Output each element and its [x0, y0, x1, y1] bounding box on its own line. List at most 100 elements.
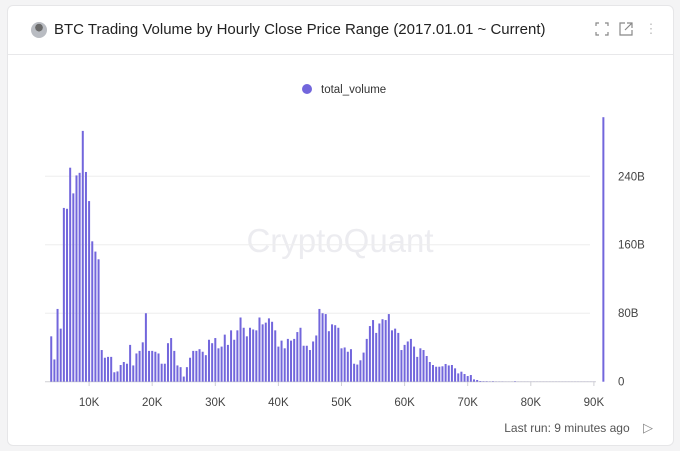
bar[interactable]	[53, 359, 56, 382]
bar[interactable]	[119, 365, 122, 382]
bar[interactable]	[321, 313, 324, 382]
bar[interactable]	[249, 327, 252, 382]
bar[interactable]	[359, 360, 362, 382]
bar[interactable]	[97, 259, 100, 382]
bar[interactable]	[116, 371, 119, 382]
bar[interactable]	[346, 351, 349, 382]
bar[interactable]	[397, 332, 400, 382]
bar[interactable]	[450, 365, 453, 382]
bar[interactable]	[365, 338, 368, 382]
bar[interactable]	[463, 373, 466, 382]
bar[interactable]	[78, 172, 81, 382]
bar[interactable]	[50, 336, 53, 382]
bar[interactable]	[75, 175, 78, 382]
bar[interactable]	[394, 328, 397, 382]
bar[interactable]	[441, 366, 444, 382]
bar[interactable]	[274, 330, 277, 382]
bar[interactable]	[413, 346, 416, 382]
bar[interactable]	[312, 341, 315, 382]
bar[interactable]	[315, 335, 318, 382]
bar[interactable]	[66, 208, 69, 382]
bar[interactable]	[327, 331, 330, 382]
bar[interactable]	[602, 117, 605, 382]
bar[interactable]	[144, 313, 147, 382]
bar[interactable]	[422, 350, 425, 382]
bar[interactable]	[302, 345, 305, 382]
bar[interactable]	[280, 340, 283, 382]
bar[interactable]	[390, 330, 393, 382]
bar[interactable]	[293, 338, 296, 382]
bar[interactable]	[353, 363, 356, 382]
bar[interactable]	[362, 352, 365, 382]
bar[interactable]	[308, 350, 311, 382]
bar[interactable]	[444, 363, 447, 382]
bar[interactable]	[226, 344, 229, 382]
bar[interactable]	[340, 348, 343, 382]
bar[interactable]	[299, 327, 302, 382]
bar[interactable]	[324, 314, 327, 382]
bar[interactable]	[258, 317, 261, 382]
bar[interactable]	[157, 353, 160, 382]
bar[interactable]	[438, 366, 441, 382]
bar[interactable]	[160, 363, 163, 382]
bar[interactable]	[141, 342, 144, 382]
bar[interactable]	[255, 330, 258, 382]
bar[interactable]	[211, 343, 214, 382]
play-icon[interactable]: ▷	[643, 420, 653, 435]
bar[interactable]	[277, 346, 280, 382]
bar[interactable]	[201, 351, 204, 382]
bar[interactable]	[233, 339, 236, 382]
bar[interactable]	[403, 344, 406, 382]
bar[interactable]	[154, 351, 157, 382]
bar[interactable]	[305, 345, 308, 382]
bar[interactable]	[428, 362, 431, 382]
bar[interactable]	[387, 314, 390, 382]
bar[interactable]	[173, 350, 176, 382]
bar[interactable]	[375, 332, 378, 382]
bar[interactable]	[261, 324, 264, 382]
bar[interactable]	[91, 241, 94, 382]
open-external-icon[interactable]	[619, 22, 633, 36]
bar[interactable]	[368, 326, 371, 382]
bar[interactable]	[283, 348, 286, 382]
bar[interactable]	[135, 353, 138, 382]
bar[interactable]	[476, 379, 479, 382]
bar[interactable]	[132, 365, 135, 382]
bar[interactable]	[110, 356, 113, 382]
bar[interactable]	[88, 201, 91, 382]
bar[interactable]	[176, 365, 179, 382]
bar[interactable]	[400, 350, 403, 382]
bar[interactable]	[286, 338, 289, 382]
bar[interactable]	[151, 350, 154, 382]
fullscreen-icon[interactable]	[595, 22, 609, 36]
bar[interactable]	[384, 320, 387, 382]
bar[interactable]	[236, 330, 239, 382]
bar[interactable]	[454, 368, 457, 382]
bar[interactable]	[343, 347, 346, 382]
bar[interactable]	[473, 379, 476, 382]
bar[interactable]	[296, 332, 299, 382]
bar[interactable]	[69, 167, 72, 382]
bar[interactable]	[331, 324, 334, 382]
bar[interactable]	[290, 340, 293, 382]
bar[interactable]	[267, 318, 270, 382]
bar[interactable]	[198, 349, 201, 382]
bar[interactable]	[94, 251, 97, 382]
bar[interactable]	[223, 334, 226, 382]
bar[interactable]	[170, 338, 173, 382]
bar[interactable]	[381, 319, 384, 382]
bar[interactable]	[479, 381, 482, 382]
bar[interactable]	[406, 341, 409, 382]
bar[interactable]	[372, 320, 375, 382]
bar[interactable]	[148, 350, 151, 382]
bar[interactable]	[214, 338, 217, 382]
bar[interactable]	[163, 363, 166, 382]
bar[interactable]	[425, 356, 428, 382]
bar[interactable]	[409, 338, 412, 382]
bar[interactable]	[419, 348, 422, 382]
bar[interactable]	[349, 349, 352, 382]
bar[interactable]	[239, 317, 242, 382]
bar[interactable]	[125, 363, 128, 382]
bar[interactable]	[81, 130, 84, 382]
bar[interactable]	[166, 343, 169, 382]
